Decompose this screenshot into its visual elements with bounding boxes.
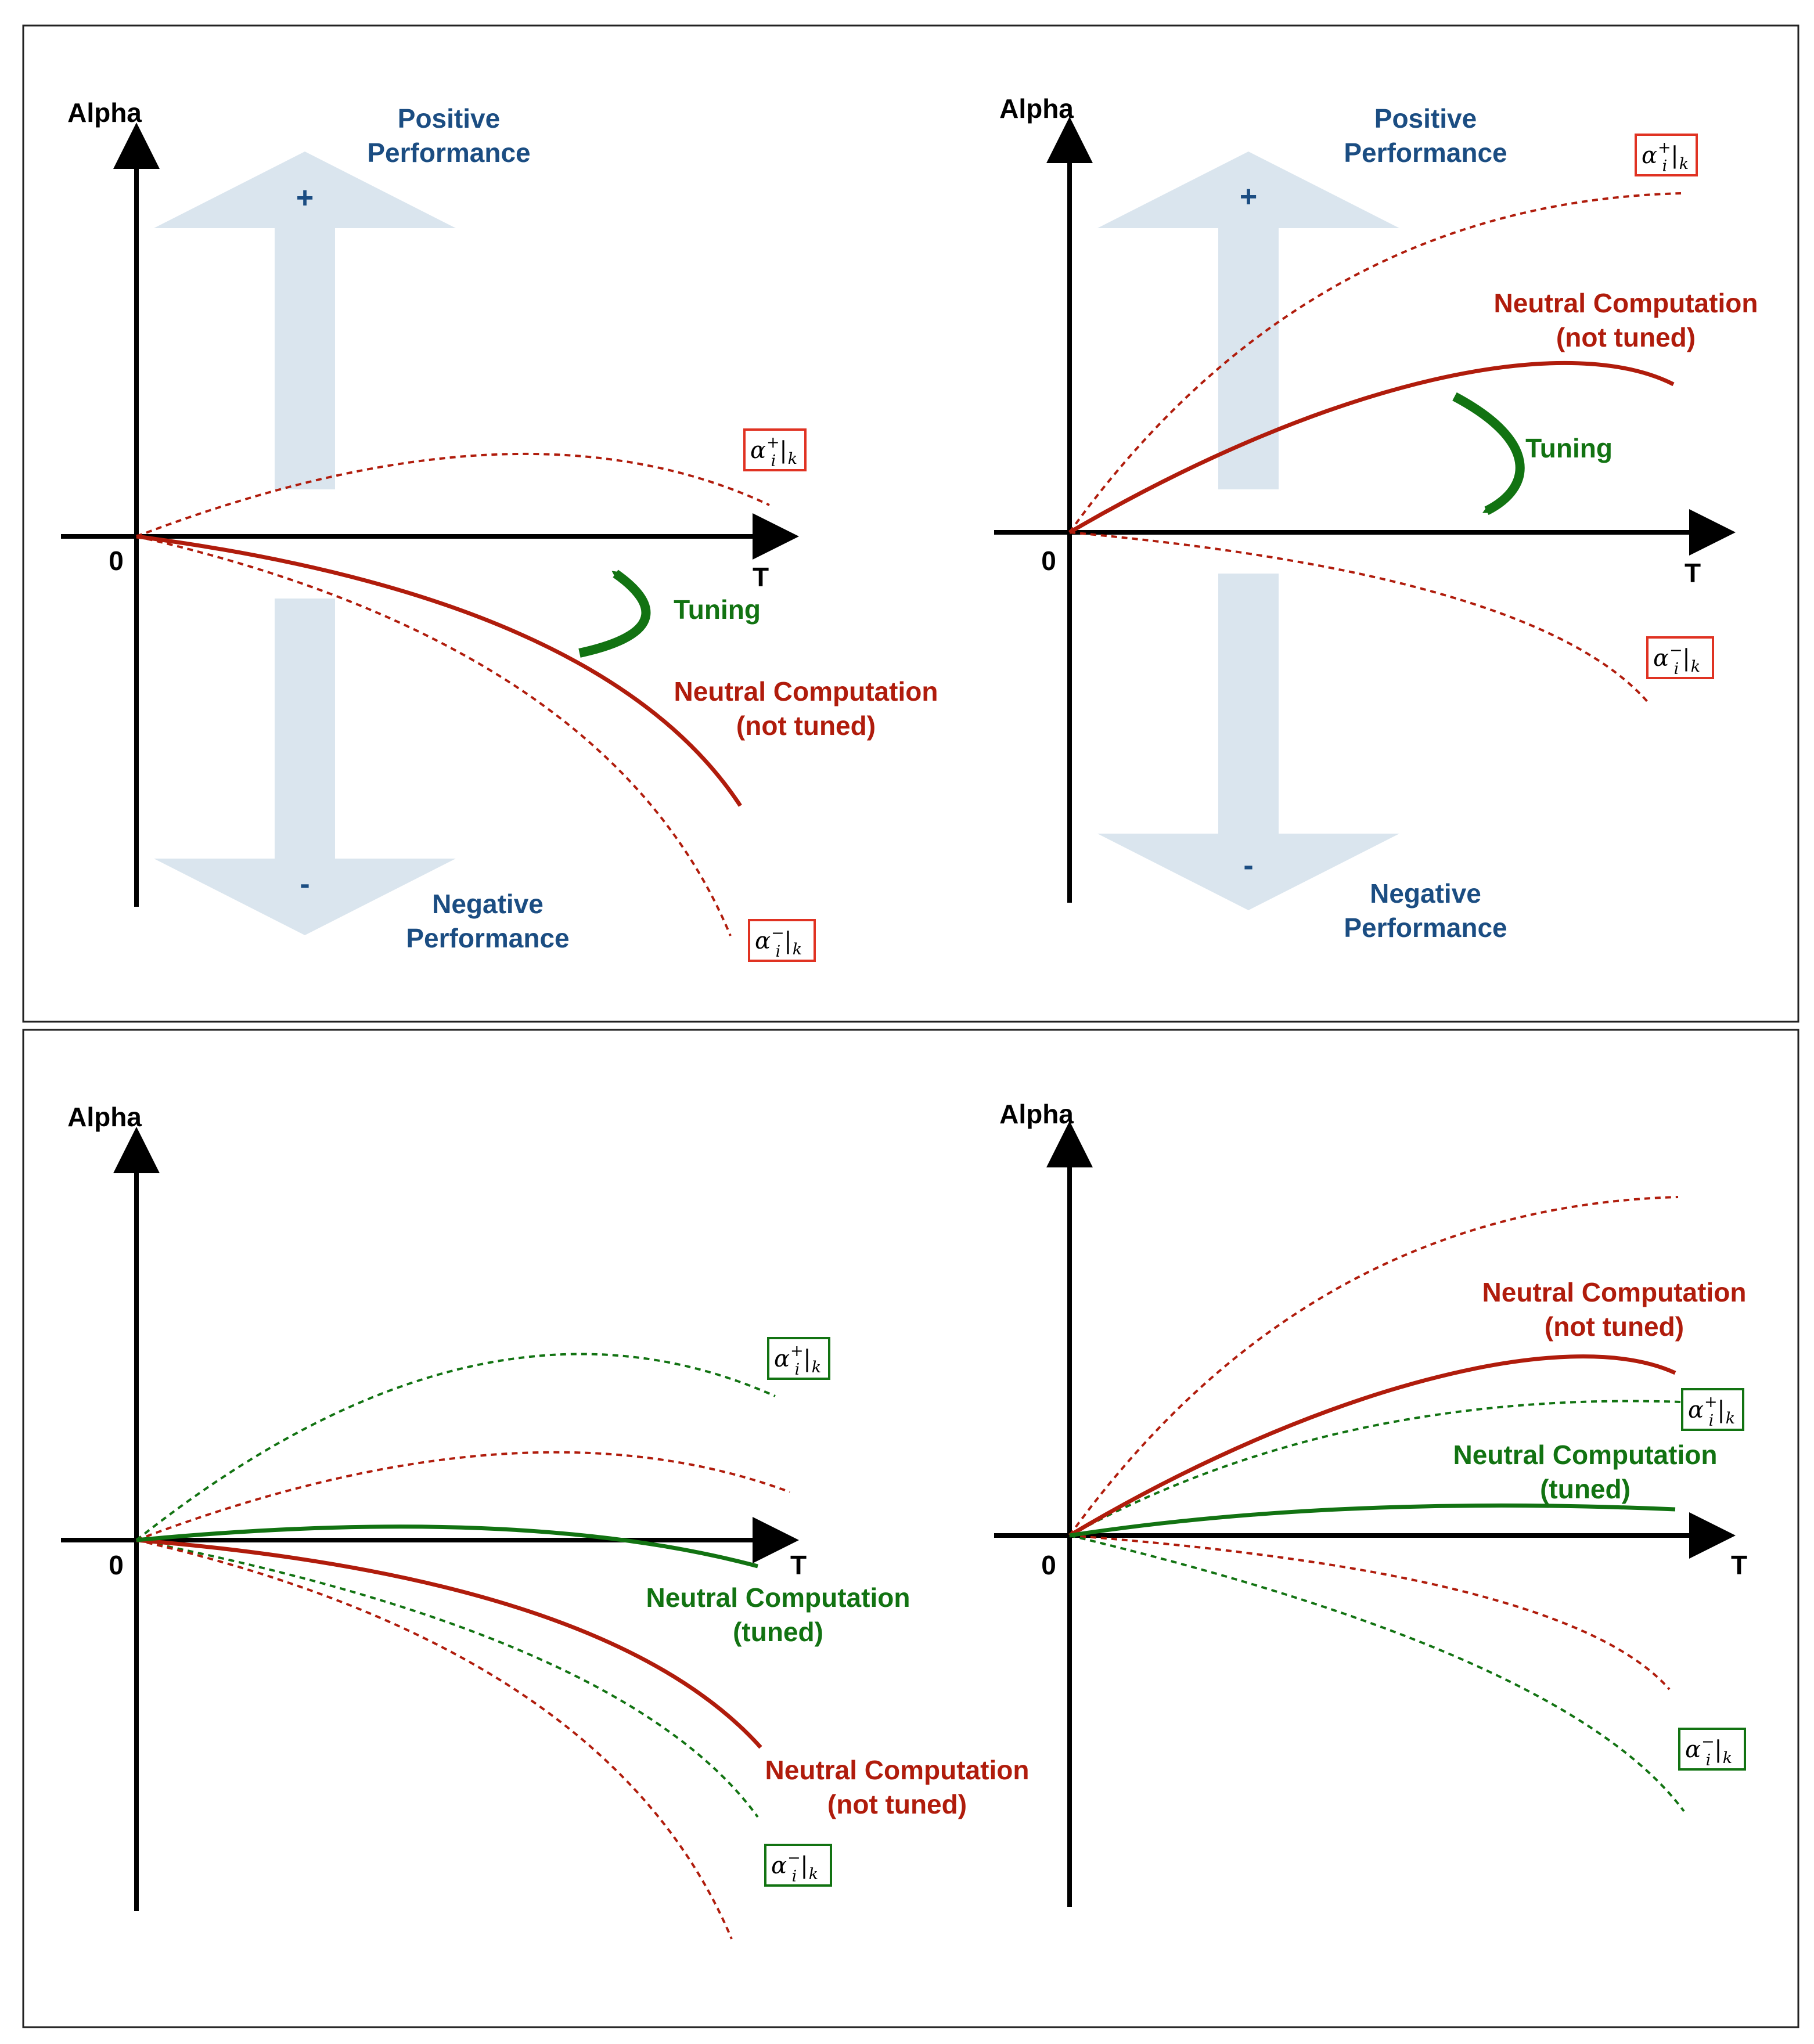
tuning-label: Tuning: [674, 594, 761, 625]
origin-label: 0: [109, 546, 124, 576]
neutral-not-tuned-label: Neutral Computation: [765, 1755, 1030, 1785]
neutral-not-tuned-label-2: (not tuned): [827, 1789, 967, 1819]
origin-label: 0: [1041, 546, 1056, 576]
svg-text:α+i|k: α+ i |k: [750, 434, 797, 470]
lower-bound-box: α− i |k: [1646, 636, 1714, 679]
origin-label: 0: [1041, 1550, 1056, 1580]
chart-top-left: + - Positive Performance Negative Perfor…: [61, 98, 938, 962]
x-axis-label: T: [1685, 558, 1701, 588]
neutral-tuned-label-2: (tuned): [733, 1617, 823, 1647]
positive-performance-label-2: Performance: [367, 138, 530, 168]
minus-sign: -: [300, 867, 309, 901]
neutral-not-tuned-label-2: (not tuned): [1556, 322, 1696, 352]
upper-bound-curve: [1068, 1196, 1679, 1537]
lower-bound-curve: [1069, 1534, 1671, 1690]
y-axis-label: Alpha: [999, 1099, 1074, 1129]
neutral-not-tuned-curve: [136, 1538, 762, 1749]
svg-text:α+i|k: α+ i |k: [1688, 1393, 1735, 1430]
bottom-panel-frame: [22, 1029, 1799, 2028]
neutral-not-tuned-curve: [136, 534, 742, 807]
chart-top-right: + - Positive Performance Negative Perfor…: [994, 93, 1758, 943]
plus-sign: +: [296, 181, 314, 215]
tuned-upper-bound-curve: [1069, 1400, 1682, 1537]
upper-bound-curve: [136, 452, 770, 538]
positive-performance-label-2: Performance: [1344, 138, 1507, 168]
chart-bottom-left: Alpha T 0 Neutral Computation (tuned) Ne…: [61, 1102, 1030, 1940]
tuned-upper-bound-curve: [135, 1353, 776, 1541]
neutral-tuned-label: Neutral Computation: [1453, 1440, 1718, 1470]
negative-performance-label-2: Performance: [406, 923, 569, 953]
neutral-not-tuned-curve: [1068, 361, 1675, 535]
svg-text:α+i|k: α+ i |k: [1642, 139, 1689, 175]
chart-bottom-right: Alpha T 0 Neutral Computation (not tuned…: [994, 1099, 1747, 1907]
tuned-lower-bound-box: α− i |k: [1678, 1728, 1746, 1771]
tuned-lower-bound-curve: [1069, 1534, 1685, 1812]
top-panel-frame: [22, 24, 1799, 1023]
neutral-not-tuned-label-2: (not tuned): [736, 711, 876, 741]
tuning-arrow: [578, 569, 651, 658]
svg-text:α−i|k: α− i |k: [755, 924, 802, 961]
origin-label: 0: [109, 1550, 124, 1580]
upper-bound-box: α+ i |k: [743, 428, 807, 471]
tuned-lower-bound-box: α− i |k: [764, 1844, 832, 1887]
upper-bound-curve: [1068, 192, 1682, 533]
neutral-not-tuned-label-2: (not tuned): [1545, 1311, 1684, 1342]
negative-performance-arrow: [1097, 574, 1399, 910]
positive-performance-label: Positive: [1374, 103, 1477, 134]
neutral-tuned-label: Neutral Computation: [646, 1582, 910, 1613]
svg-text:α+i|k: α+ i |k: [774, 1342, 821, 1379]
neutral-tuned-curve: [136, 1524, 758, 1569]
positive-performance-arrow: [1097, 152, 1399, 489]
svg-text:α−i|k: α− i |k: [1685, 1733, 1732, 1769]
tuned-upper-bound-box: α+ i |k: [1681, 1388, 1744, 1431]
neutral-tuned-label-2: (tuned): [1540, 1474, 1631, 1504]
x-axis-label: T: [790, 1550, 807, 1580]
neutral-not-tuned-label: Neutral Computation: [1482, 1277, 1747, 1307]
tuning-label: Tuning: [1525, 433, 1613, 463]
negative-performance-label: Negative: [1370, 878, 1481, 909]
negative-performance-label: Negative: [432, 889, 544, 919]
svg-text:α−i|k: α− i |k: [771, 1849, 818, 1886]
y-axis-label: Alpha: [999, 93, 1074, 124]
minus-sign: -: [1243, 849, 1253, 882]
neutral-tuned-curve: [1069, 1503, 1676, 1538]
neutral-not-tuned-label: Neutral Computation: [674, 676, 938, 706]
y-axis-label: Alpha: [67, 98, 142, 128]
x-axis-label: T: [753, 562, 769, 592]
positive-performance-label: Positive: [398, 103, 500, 134]
neutral-not-tuned-curve: [1068, 1354, 1676, 1538]
y-axis-label: Alpha: [67, 1102, 142, 1132]
lower-bound-curve: [136, 1539, 733, 1940]
lower-bound-curve: [136, 535, 732, 936]
positive-performance-arrow: [154, 152, 456, 489]
svg-text:α−i|k: α− i |k: [1653, 641, 1700, 678]
tuned-lower-bound-curve: [136, 1539, 759, 1818]
neutral-not-tuned-label: Neutral Computation: [1494, 288, 1758, 318]
plus-sign: +: [1240, 180, 1257, 214]
negative-performance-arrow: [154, 599, 456, 935]
lower-bound-box: α− i |k: [748, 919, 816, 962]
tuned-upper-bound-box: α+ i |k: [767, 1337, 830, 1380]
negative-performance-label-2: Performance: [1344, 913, 1507, 943]
x-axis-label: T: [1731, 1550, 1747, 1580]
lower-bound-curve: [1069, 531, 1650, 705]
upper-bound-box: α+ i |k: [1635, 134, 1698, 176]
tuning-arrow: [1452, 392, 1525, 515]
upper-bound-curve: [136, 1451, 790, 1541]
